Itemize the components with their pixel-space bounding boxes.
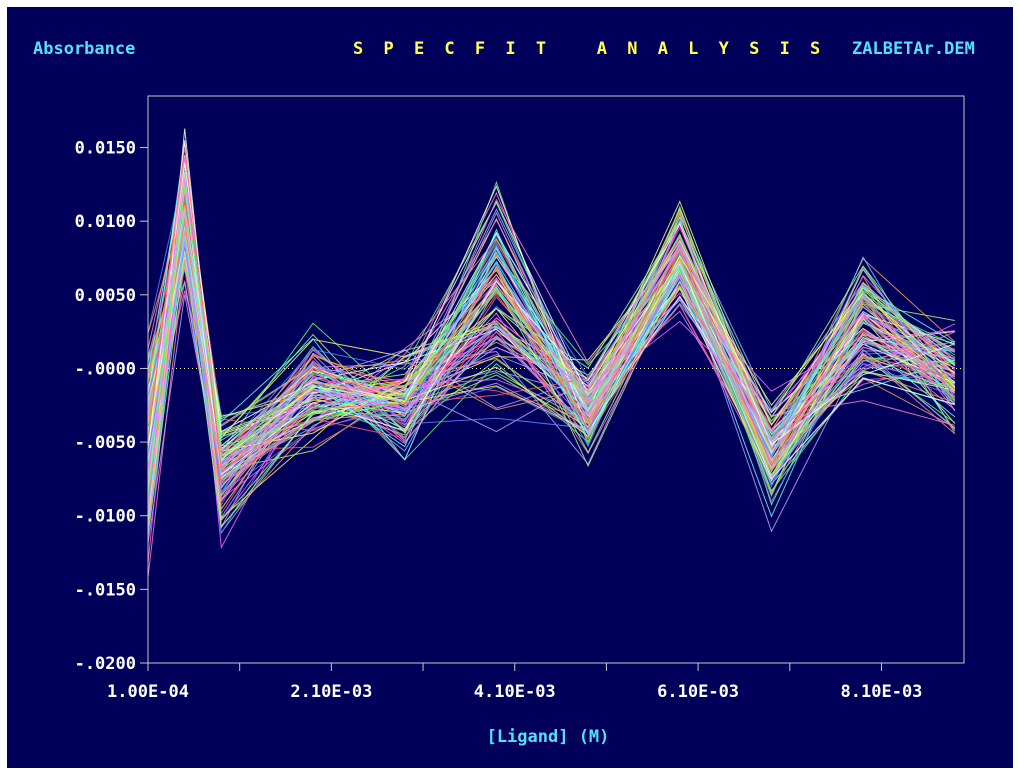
residual-series-line	[147, 156, 956, 495]
y-tick-label: -.0150	[75, 580, 136, 600]
y-tick-label: 0.0150	[75, 139, 136, 159]
residual-series-line	[147, 237, 955, 578]
residual-plot: 0.0150 0.0100 0.0050 -.0000 -.0050 -.0100 -.01…	[75, 95, 965, 747]
residual-series-line	[147, 237, 956, 461]
x-tick-label: 8.10E-03	[841, 682, 923, 702]
y-tick-label: -.0100	[75, 507, 136, 527]
residual-series-line	[147, 171, 955, 522]
y-tick-label: 0.0050	[75, 286, 136, 306]
y-axis-label: Absorbance	[33, 39, 136, 59]
x-tick-label: 2.10E-03	[290, 682, 372, 702]
residual-series-line	[147, 220, 956, 537]
y-tick-label: -.0200	[75, 654, 136, 674]
y-tick-label: 0.0100	[75, 212, 136, 232]
specfit-screen: Absorbance S P E C F I T A N A L Y S I S…	[7, 7, 1013, 768]
y-tick-label: -.0050	[75, 433, 136, 453]
x-axis-label: [Ligand] (M)	[487, 727, 610, 747]
plot-frame	[147, 95, 965, 664]
x-tick-label: 1.00E-04	[107, 682, 189, 702]
residual-series-line	[147, 218, 955, 503]
x-tick-label: 6.10E-03	[657, 682, 739, 702]
residual-series-line	[147, 162, 955, 480]
residual-series-line	[147, 187, 956, 497]
residual-series-line	[147, 180, 956, 482]
chart-title: S P E C F I T A N A L Y S I S	[353, 39, 826, 59]
dataset-filename: ZALBETAr.DEM	[852, 39, 975, 59]
y-tick-label: -.0000	[75, 359, 136, 379]
x-tick-label: 4.10E-03	[474, 682, 556, 702]
